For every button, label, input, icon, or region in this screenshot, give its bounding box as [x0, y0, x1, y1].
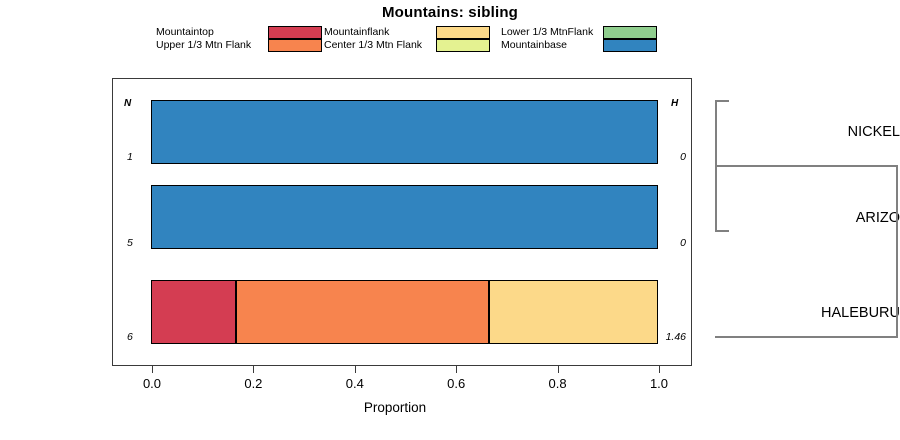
legend-swatch-icon: [603, 39, 657, 52]
row-label-haleburu: HALEBURU: [821, 305, 900, 321]
legend-item-mountainbase[interactable]: Mountainbase: [501, 39, 681, 52]
h-column-header: H: [671, 98, 679, 109]
stacked-bar-nickel: [151, 100, 659, 164]
x-axis-tick-label: 0.4: [345, 376, 364, 391]
dendrogram: [692, 78, 900, 366]
legend-label: Mountainflank: [324, 26, 390, 38]
n-value-nickel: 1: [127, 151, 133, 163]
legend-item-upper-third-mtn-flank[interactable]: Upper 1/3 Mtn Flank: [156, 39, 336, 52]
n-column-header: N: [124, 98, 132, 109]
legend-item-mountainflank[interactable]: Mountainflank: [324, 26, 504, 39]
x-axis-tick: [659, 366, 660, 373]
bar-segment: [235, 280, 490, 344]
x-axis-tick-label: 0.6: [447, 376, 466, 391]
legend-swatch-icon: [603, 26, 657, 39]
legend-swatch-icon: [268, 26, 322, 39]
legend-label: Lower 1/3 MtnFlank: [501, 26, 594, 38]
x-axis-title: Proportion: [363, 400, 427, 415]
stacked-bar-arizo: [151, 185, 659, 249]
legend-item-mountaintop[interactable]: Mountaintop: [156, 26, 336, 39]
legend-swatch-icon: [268, 39, 322, 52]
legend-item-lower-third-mtn-flank[interactable]: Lower 1/3 MtnFlank: [501, 26, 681, 39]
h-value-haleburu: 1.46: [665, 331, 686, 343]
x-axis-tick: [557, 366, 559, 373]
legend-column-2: Lower 1/3 MtnFlank Mountainbase: [501, 26, 681, 56]
legend-label: Mountainbase: [501, 39, 567, 51]
x-axis-tick: [253, 366, 255, 373]
n-value-arizo: 5: [127, 237, 133, 249]
dendro-branch-cluster: [715, 165, 897, 167]
x-axis-tick: [456, 366, 458, 373]
legend-swatch-icon: [436, 39, 490, 52]
x-axis-tick-label: 0.2: [244, 376, 263, 391]
bar-segment: [151, 100, 659, 164]
legend-label: Upper 1/3 Mtn Flank: [156, 39, 252, 51]
dendro-leaf-haleburu: [715, 336, 897, 338]
dendro-leaf-arizo: [715, 230, 729, 232]
dendro-join-root: [896, 165, 898, 338]
row-label-nickel: NICKEL: [847, 124, 900, 140]
legend-swatch-icon: [436, 26, 490, 39]
h-value-nickel: 0: [680, 151, 686, 163]
dendro-leaf-nickel: [715, 100, 729, 102]
bar-segment: [151, 185, 659, 249]
x-axis-tick-label: 0.8: [548, 376, 567, 391]
page-title: Mountains: sibling: [381, 4, 519, 21]
legend-label: Mountaintop: [156, 26, 214, 38]
legend-item-center-third-mtn-flank[interactable]: Center 1/3 Mtn Flank: [324, 39, 504, 52]
x-axis-tick: [354, 366, 356, 373]
x-axis-tick: [152, 366, 153, 373]
row-label-arizo: ARIZO: [855, 210, 900, 226]
bar-segment: [151, 280, 236, 344]
x-axis-tick-label: 1.0: [649, 376, 669, 391]
x-axis: 0.0 0.2 0.4 0.6 0.8 1.0: [112, 366, 692, 406]
legend: Mountaintop Upper 1/3 Mtn Flank Mountain…: [156, 26, 716, 56]
n-value-haleburu: 6: [127, 331, 133, 343]
stacked-bar-haleburu: [151, 280, 659, 344]
h-value-arizo: 0: [680, 237, 686, 249]
bar-segment: [489, 280, 659, 344]
legend-label: Center 1/3 Mtn Flank: [324, 39, 423, 51]
x-axis-tick-label: 0.0: [142, 376, 162, 391]
legend-column-1: Mountainflank Center 1/3 Mtn Flank: [324, 26, 504, 56]
legend-column-0: Mountaintop Upper 1/3 Mtn Flank: [156, 26, 336, 56]
